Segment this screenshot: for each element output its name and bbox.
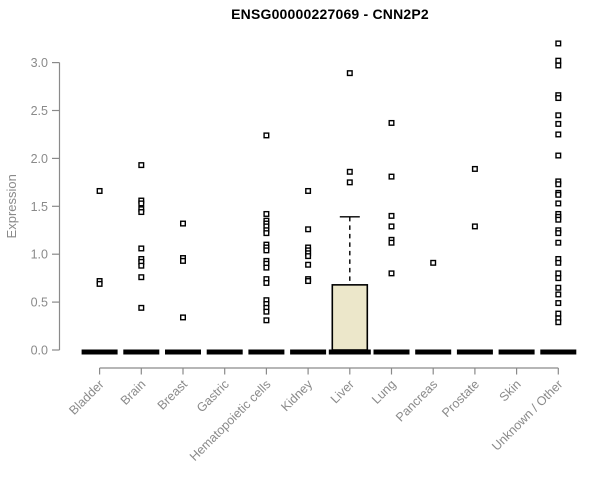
median-bar [540, 349, 577, 355]
x-axis-label: Unknown / Other [489, 377, 565, 453]
data-point [555, 216, 562, 223]
data-point [179, 220, 186, 227]
data-point [388, 173, 395, 180]
data-point [388, 239, 395, 246]
x-axis-label: Kidney [278, 377, 315, 414]
data-point [471, 165, 478, 172]
y-tick-label: 1.0 [31, 248, 48, 262]
data-point [263, 132, 270, 139]
data-point [555, 57, 562, 64]
data-point [555, 181, 562, 188]
data-point [346, 70, 353, 77]
median-bar [456, 349, 493, 355]
data-point [179, 314, 186, 321]
data-point [555, 62, 562, 69]
x-axis-label: Skin [497, 377, 524, 404]
x-axis-label: Pancreas [393, 377, 440, 424]
data-point [346, 168, 353, 175]
x-axis-label: Hematopoietic cells [187, 377, 274, 464]
data-point [96, 280, 103, 287]
y-tick-label: 2.0 [31, 152, 48, 166]
median-bar [328, 349, 371, 355]
median-bar [165, 349, 201, 355]
y-tick-label: 0.0 [31, 344, 48, 358]
data-point [263, 317, 270, 324]
median-bar [123, 349, 160, 355]
data-point [263, 210, 270, 217]
data-point [471, 223, 478, 230]
data-point [555, 270, 562, 277]
data-point [555, 239, 562, 246]
y-tick-label: 3.0 [31, 56, 48, 70]
data-point [263, 264, 270, 271]
data-point [555, 191, 562, 198]
data-point [138, 304, 145, 311]
data-point [388, 212, 395, 219]
x-axis-label: Liver [328, 377, 357, 406]
data-point [555, 95, 562, 102]
data-point [263, 308, 270, 315]
data-point [305, 187, 312, 194]
data-point [305, 253, 312, 260]
y-axis-title: Expression [4, 174, 19, 238]
data-point [555, 259, 562, 266]
data-point [430, 259, 437, 266]
data-point [555, 40, 562, 47]
data-point [388, 270, 395, 277]
data-point [263, 247, 270, 254]
data-point [555, 120, 562, 127]
median-bar [373, 349, 410, 355]
data-point [138, 200, 145, 207]
data-point [346, 179, 353, 186]
data-point [555, 230, 562, 237]
data-point [555, 291, 562, 298]
median-bar [290, 349, 327, 355]
median-bar [248, 349, 285, 355]
median-bar [81, 349, 118, 355]
x-axis-label: Bladder [66, 377, 106, 417]
data-point [555, 131, 562, 138]
data-point [179, 257, 186, 264]
data-point [555, 112, 562, 119]
median-bar [206, 349, 243, 355]
data-point [555, 300, 562, 307]
data-point [555, 284, 562, 291]
data-point [96, 187, 103, 194]
data-point [388, 119, 395, 126]
data-point [138, 274, 145, 281]
data-point [388, 223, 395, 230]
data-point [138, 162, 145, 169]
data-point [555, 200, 562, 207]
data-point [263, 230, 270, 237]
y-tick-label: 1.5 [31, 200, 48, 214]
y-tick-label: 2.5 [31, 104, 48, 118]
x-axis-label: Gastric [194, 377, 232, 415]
data-point [138, 262, 145, 269]
data-point [305, 261, 312, 268]
data-point [555, 310, 562, 317]
data-point [138, 245, 145, 252]
x-axis-label: Prostate [439, 377, 482, 420]
x-axis-label: Brain [118, 377, 149, 408]
x-axis-label: Breast [155, 377, 191, 413]
x-axis-label: Lung [369, 377, 399, 407]
median-bar [415, 349, 452, 355]
median-bar [498, 349, 535, 355]
data-point [555, 152, 562, 159]
data-point [555, 319, 562, 326]
y-tick-label: 0.5 [31, 296, 48, 310]
data-point [138, 209, 145, 216]
data-point [305, 226, 312, 233]
box [331, 284, 369, 351]
data-point [305, 278, 312, 285]
chart-title: ENSG00000227069 - CNN2P2 [231, 6, 429, 22]
data-point [263, 279, 270, 286]
data-point [555, 275, 562, 282]
